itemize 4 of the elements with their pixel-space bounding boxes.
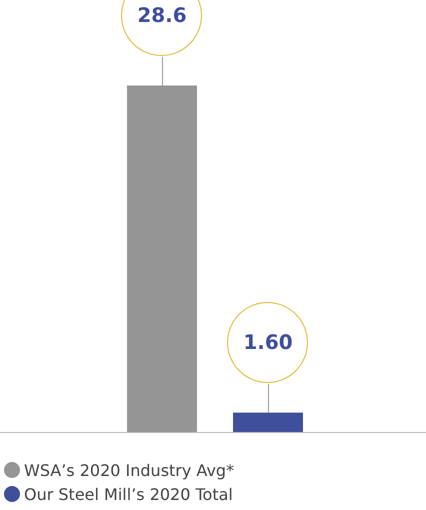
legend-label: Our Steel Mill’s 2020 Total [24,484,233,504]
legend-label: WSA’s 2020 Industry Avg* [24,460,234,480]
data-label: 1.60 [242,330,294,354]
data-label: 28.6 [136,2,188,27]
